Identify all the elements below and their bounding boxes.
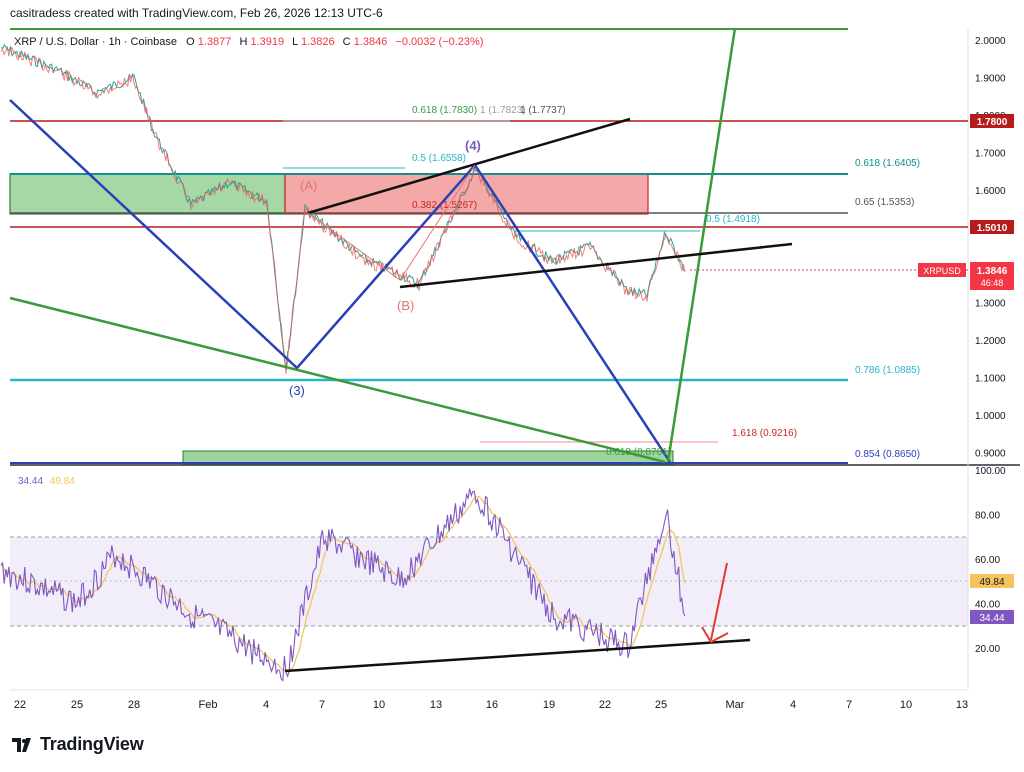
price-axis-tick: 1.3000 [975,299,1006,310]
badge-1780: 1.7800 [977,117,1008,128]
fib-label-right-854: 0.854 (0.8650) [855,449,920,460]
pink-abc-path [307,164,476,281]
legend-c-label: C [343,36,351,48]
rsi-legend-ma: 49.84 [50,476,75,487]
time-axis-tick: 10 [900,699,912,711]
badge-symbol-bg [918,263,966,277]
price-series-line-down [0,46,686,374]
time-axis-tick: 4 [790,699,796,711]
badge-price-bg [970,262,1014,290]
fib-label-right-618: 0.618 (1.6405) [855,158,920,169]
tradingview-logo-icon [12,737,31,752]
red-arrow-head [701,626,729,644]
time-axis-tick: 7 [846,699,852,711]
price-axis-tick: 1.1000 [975,374,1006,385]
price-axis-tick: 1.9000 [975,74,1006,85]
black-upper-trendline [307,117,631,215]
rsi-ma-badge: 49.84 [979,577,1004,588]
fib-label-382: 0.382 (1.5267) [412,200,477,211]
badge-countdown: 46:48 [981,278,1004,288]
legend-symbol: XRP / U.S. Dollar · 1h · Coinbase [14,36,177,48]
badge-symbol: XRPUSD [923,266,961,276]
wave-label-a: (A) [300,178,317,193]
legend-open: 1.3877 [198,36,232,48]
time-axis-tick: 13 [430,699,442,711]
rsi-legend-value: 34.44 [18,476,43,487]
legend-change: −0.0032 (−0.23%) [395,36,483,48]
svg-text:34.44 49.84: 34.44 49.84 [18,476,75,487]
rsi-axis-tick: 60.00 [975,555,1000,566]
fib-label-right-786: 0.786 (1.0885) [855,365,920,376]
time-axis-tick: 28 [128,699,140,711]
badge-1501-bg [970,220,1014,234]
legend-low: 1.3826 [301,36,335,48]
time-axis-tick: 16 [486,699,498,711]
rsi-axis-tick: 100.00 [975,466,1006,477]
fib-label-618-top: 0.618 (1.7830) [412,105,477,116]
legend-high: 1.3919 [250,36,284,48]
time-axis[interactable]: 22 25 28 Feb 4 7 10 13 16 19 22 25 Mar 4 7 10 13 [14,699,968,711]
time-axis-tick: 19 [543,699,555,711]
price-axis[interactable]: 2.00001.90001.80001.70001.60001.50001.40… [975,36,1006,460]
time-axis-tick: 7 [319,699,325,711]
price-axis-tick: 2.0000 [975,36,1006,47]
badge-price: 1.3846 [977,266,1008,277]
wave-label-b: (B) [397,298,414,313]
tradingview-logo[interactable]: TradingView [12,734,144,755]
fib-label-618-bot: 0.618 (0.8701) [606,447,671,458]
svg-text:XRP / U.S. Dollar · 1h · Coinb: XRP / U.S. Dollar · 1h · Coinbase O 1.38… [14,36,483,48]
black-lower-trendline [399,242,793,289]
rsi-badge-bg [970,610,1014,624]
price-axis-tick: 0.9000 [975,449,1006,460]
time-axis-tick: 22 [14,699,26,711]
legend-h-label: H [239,36,247,48]
chart-attribution: casitradess created with TradingView.com… [10,6,383,20]
rsi-line [0,488,686,682]
price-axis-tick: 1.2000 [975,336,1006,347]
time-axis-tick: 4 [263,699,269,711]
fib-label-1618: 1.618 (0.9216) [732,428,797,439]
green-ascending-line [666,27,737,463]
rsi-axis-tick: 20.00 [975,644,1000,655]
badge-1501: 1.5010 [977,223,1008,234]
legend-close: 1.3846 [354,36,388,48]
time-axis-tick: 10 [373,699,385,711]
fib-label-1773: 1 (1.7737) [520,105,566,116]
rsi-ma-line [0,495,686,674]
wave-label-4: (4) [465,138,481,153]
fib-label-right-65: 0.65 (1.5353) [855,197,915,208]
green-zone-left [9,173,286,215]
price-axis-tick: 1.6000 [975,186,1006,197]
time-axis-tick: 25 [71,699,83,711]
rsi-axis-tick: 40.00 [975,600,1000,611]
red-arrow-shaft [710,562,728,641]
fib-label-5-top: 0.5 (1.6558) [412,153,466,164]
fib-label-1782: 1 (1.7823) [480,105,526,116]
fib-label-5-mid: 0.5 (1.4918) [706,214,760,225]
rsi-band [10,537,968,626]
red-zone [284,173,649,215]
price-axis-tick: 1.7000 [975,149,1006,160]
legend-o-label: O [186,36,195,48]
wave-label-3: (3) [289,383,305,398]
green-descending-line [9,296,666,464]
rsi-axis[interactable]: 100.00 80.00 60.00 40.00 20.00 [975,466,1006,655]
time-axis-tick: 22 [599,699,611,711]
badge-1780-bg [970,114,1014,128]
time-axis-tick: 25 [655,699,667,711]
time-axis-tick: 13 [956,699,968,711]
price-axis-tick: 1.0000 [975,411,1006,422]
time-axis-tick: Mar [726,699,745,711]
time-axis-tick: Feb [199,699,218,711]
blue-wave-line [9,99,672,463]
rsi-ma-badge-bg [970,574,1014,588]
rsi-badge: 34.44 [979,613,1004,624]
rsi-axis-tick: 80.00 [975,511,1000,522]
rsi-support-trendline [284,638,751,673]
legend-l-label: L [292,36,298,48]
